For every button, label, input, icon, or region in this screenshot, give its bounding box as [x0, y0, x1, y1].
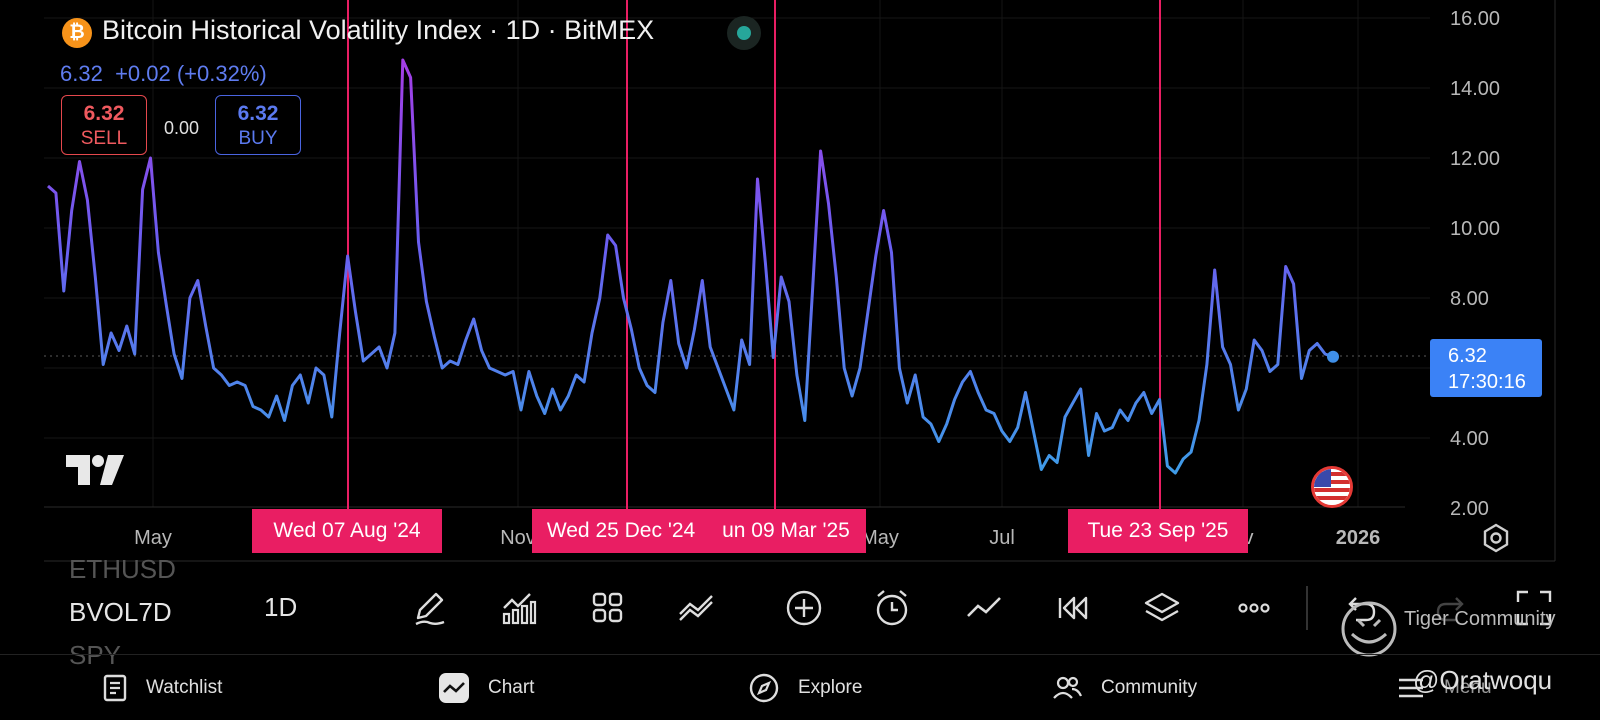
symbol-bvol7d[interactable]: BVOL7D: [69, 597, 172, 627]
nav-community[interactable]: Community: [1051, 670, 1197, 706]
compare-icon[interactable]: [676, 588, 716, 628]
price-readout: 6.32 +0.02 (+0.32%): [60, 61, 267, 87]
nav-watchlist[interactable]: Watchlist: [102, 670, 222, 706]
chart-nav-icon: [439, 673, 469, 703]
sell-price: 6.32: [83, 102, 125, 125]
buy-label: BUY: [238, 128, 278, 149]
last-point-marker: [1327, 350, 1339, 363]
line-chart-icon[interactable]: [964, 588, 1004, 628]
alert-clock-icon[interactable]: [872, 588, 912, 628]
date-tag-aug-24: Wed 07 Aug '24: [252, 509, 442, 553]
replay-icon[interactable]: [1054, 588, 1094, 628]
nav-chart[interactable]: Chart: [438, 670, 534, 706]
date-tag-sep-25: Tue 23 Sep '25: [1068, 509, 1248, 553]
axis-settings-icon[interactable]: [1480, 522, 1512, 554]
bar-countdown: 17:30:16: [1448, 371, 1526, 393]
y-tick-label: 8.00: [1450, 288, 1489, 310]
chart-title[interactable]: Bitcoin Historical Volatility Index · 1D…: [102, 15, 655, 45]
nav-watchlist-label: Watchlist: [146, 677, 223, 698]
x-tick-label: May: [134, 527, 172, 549]
nav-explore-label: Explore: [798, 677, 863, 698]
tiger-logo-icon: [1341, 601, 1397, 657]
layout-grid-icon[interactable]: [588, 588, 628, 628]
x-tick-label: Nov: [500, 527, 536, 549]
author-handle: @Oratwoqu: [1413, 665, 1553, 695]
layers-icon[interactable]: [1142, 588, 1182, 628]
y-tick-label: 12.00: [1450, 148, 1500, 170]
watchlist-icon: [103, 674, 127, 702]
nav-divider: [0, 654, 1600, 655]
compass-icon: [749, 673, 779, 703]
buy-button[interactable]: 6.32 BUY: [215, 95, 301, 155]
y-tick-label: 4.00: [1450, 428, 1489, 450]
nav-menu-label: Menu: [1444, 677, 1492, 698]
y-tick-label: 2.00: [1450, 498, 1489, 520]
nav-community-label: Community: [1101, 677, 1198, 698]
last-price-tag: [1430, 339, 1542, 397]
sell-button[interactable]: 6.32 SELL: [61, 95, 147, 155]
interval-button[interactable]: 1D: [264, 592, 298, 622]
pencil-icon[interactable]: [410, 588, 450, 628]
spread-value: 0.00: [164, 118, 200, 138]
last-price-value: 6.32: [1448, 345, 1487, 367]
tradingview-logo-icon: [66, 455, 124, 485]
redo-icon[interactable]: [1432, 588, 1472, 628]
nav-chart-label: Chart: [488, 677, 535, 698]
buy-price: 6.32: [237, 102, 279, 125]
series-line: [47, 58, 1334, 475]
last-value: 6.32: [60, 61, 103, 86]
indicators-icon[interactable]: [498, 588, 538, 628]
x-tick-label: 2026: [1336, 527, 1381, 549]
symbol-ethusd[interactable]: ETHUSD: [69, 554, 176, 584]
menu-icon: [1399, 678, 1423, 698]
date-tag-mar-25: un 09 Mar '25: [706, 509, 866, 553]
date-tag-dec-24: Wed 25 Dec '24: [532, 509, 710, 553]
price-change: +0.02 (+0.32%): [115, 61, 267, 86]
y-tick-label: 16.00: [1450, 8, 1500, 30]
nav-menu[interactable]: Menu: [1396, 670, 1492, 706]
live-status-dot: [737, 26, 751, 40]
nav-explore[interactable]: Explore: [748, 670, 862, 706]
community-icon: [1053, 676, 1083, 699]
x-tick-label: May: [861, 527, 899, 549]
chart-grid: [44, 0, 1430, 507]
add-icon[interactable]: [784, 588, 824, 628]
toolbar-divider: [1306, 586, 1308, 630]
symbol-spy[interactable]: SPY: [69, 640, 122, 670]
x-tick-label: Jul: [989, 527, 1015, 549]
us-flag-icon[interactable]: [1311, 466, 1353, 508]
y-tick-label: 14.00: [1450, 78, 1500, 100]
bitcoin-icon: ₿: [62, 18, 92, 48]
watermark-text: Tiger Community: [1404, 608, 1556, 630]
fullscreen-icon[interactable]: [1514, 588, 1554, 628]
y-tick-label: 10.00: [1450, 218, 1500, 240]
sell-label: SELL: [80, 128, 128, 149]
more-icon[interactable]: [1234, 588, 1274, 628]
